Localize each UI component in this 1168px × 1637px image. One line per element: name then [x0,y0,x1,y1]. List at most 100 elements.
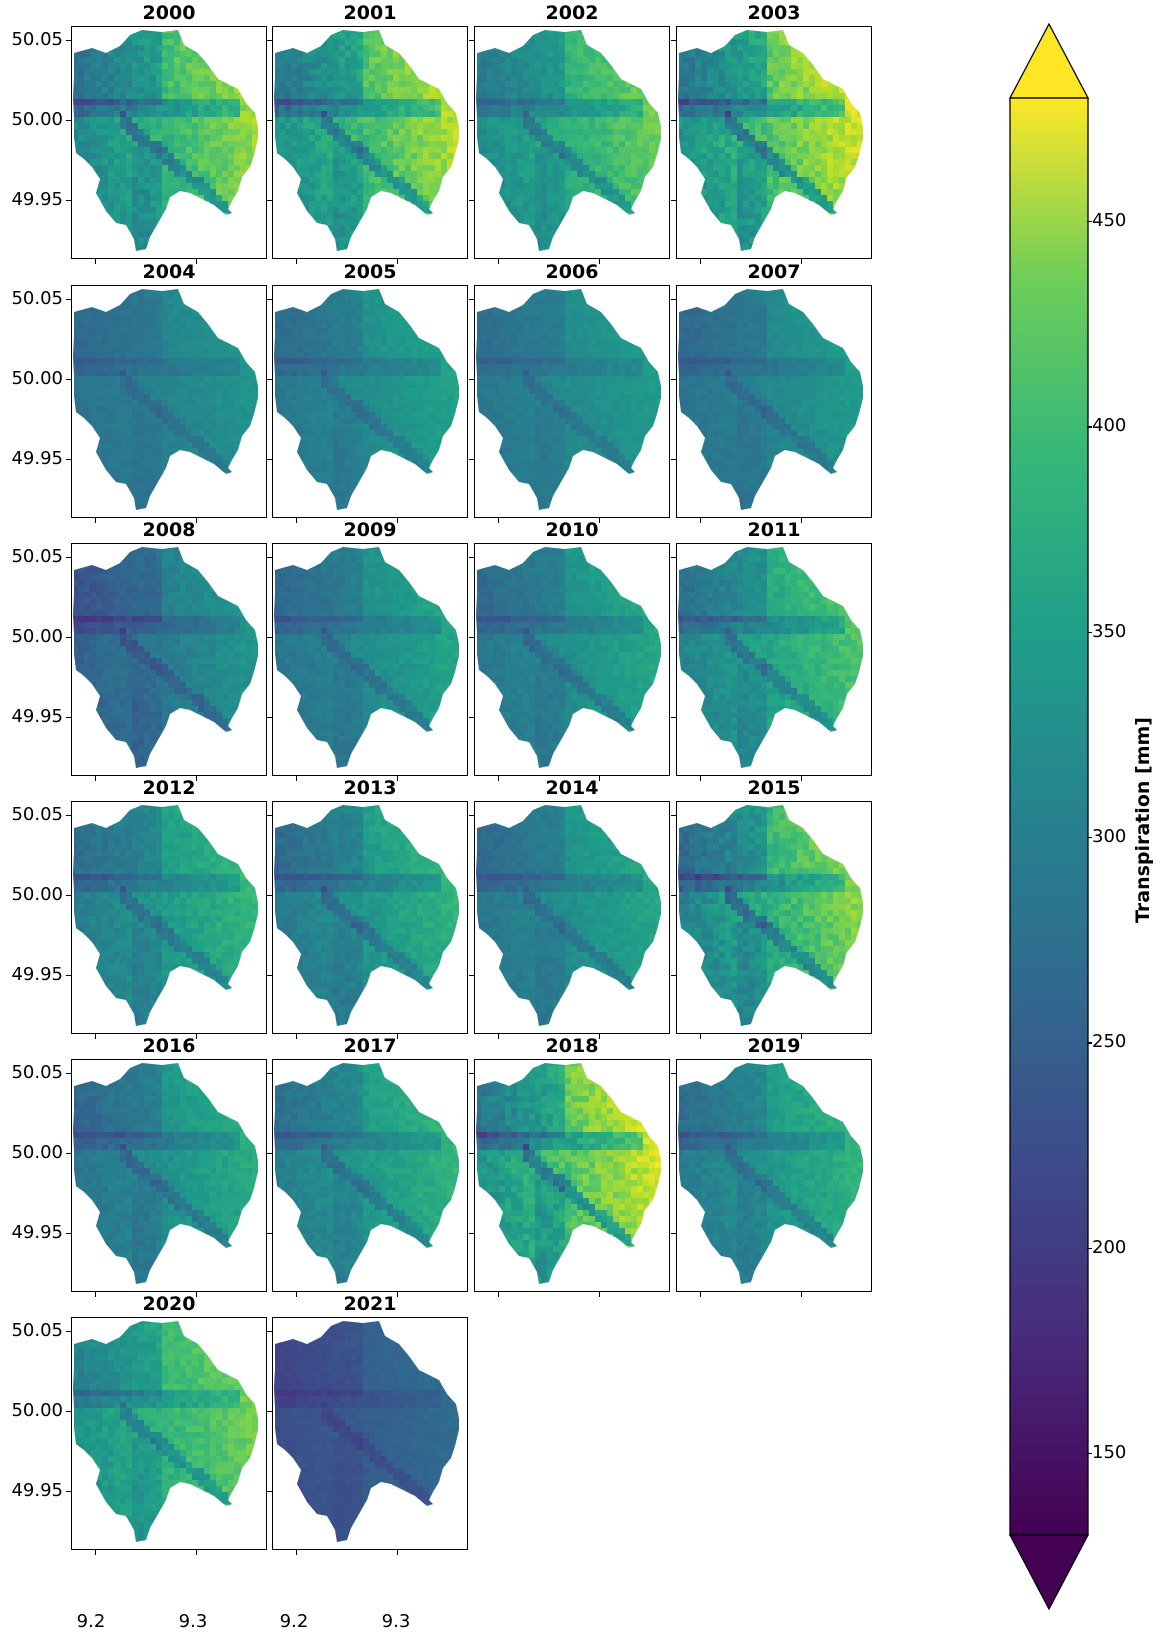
y-tick-mark [469,1073,474,1075]
y-tick-label: 50.00 [0,1144,63,1162]
y-tick-mark [267,120,272,122]
y-tick-mark [66,557,71,559]
map-panel-2004 [71,285,267,518]
transpiration-raster [476,30,661,251]
y-tick-label: 50.00 [0,628,63,646]
y-tick-mark [469,557,474,559]
colorbar-swatch [1008,22,1090,1611]
y-tick-mark [671,200,676,202]
y-tick-mark [267,200,272,202]
transpiration-raster [73,547,258,768]
y-tick-mark [66,200,71,202]
panel-title: 2012 [71,777,267,799]
y-tick-mark [469,717,474,719]
x-tick-mark [397,259,399,264]
y-tick-label: 50.00 [0,370,63,388]
y-tick-label: 50.05 [0,806,63,824]
transpiration-raster [476,1063,661,1284]
x-tick-mark [599,776,601,781]
x-tick-mark [196,1034,198,1039]
y-tick-mark [469,895,474,897]
colorbar-label: Transpiration [mm] [1132,717,1154,923]
y-tick-mark [469,1233,474,1235]
x-tick-mark [801,1292,803,1297]
colorbar-tick-label: 150 [1092,1443,1126,1462]
colorbar-tick-mark [1087,837,1092,839]
x-tick-mark [498,259,500,264]
panel-title: 2018 [474,1035,670,1057]
y-tick-mark [469,40,474,42]
transpiration-raster [73,289,258,510]
y-tick-mark [469,815,474,817]
colorbar-tick-mark [1087,1042,1092,1044]
transpiration-raster [274,30,459,251]
y-tick-mark [66,975,71,977]
y-tick-mark [66,1411,71,1413]
y-tick-label: 50.05 [0,1322,63,1340]
x-tick-mark [700,518,702,523]
x-tick-mark [196,1292,198,1297]
map-panel-2003 [676,26,872,259]
map-panel-2005 [272,285,468,518]
x-tick-mark [599,259,601,264]
panel-title: 2000 [71,2,267,24]
y-tick-label: 50.00 [0,1402,63,1420]
y-tick-mark [267,379,272,381]
transpiration-raster [678,1063,863,1284]
transpiration-raster [73,1063,258,1284]
x-tick-mark [196,259,198,264]
colorbar-tick-mark [1087,221,1092,223]
map-panel-2016 [71,1059,267,1292]
y-tick-mark [267,1331,272,1333]
colorbar-tick-label: 450 [1092,212,1126,230]
transpiration-raster [678,289,863,510]
panel-title: 2011 [676,519,872,541]
y-tick-mark [671,895,676,897]
colorbar-tick-label: 200 [1092,1238,1126,1257]
colorbar-tick-label: 250 [1092,1033,1126,1051]
panel-title: 2007 [676,261,872,283]
x-tick-mark [700,1034,702,1039]
panel-title: 2004 [71,261,267,283]
y-tick-mark [671,1073,676,1075]
x-tick-mark [397,1550,399,1555]
y-tick-mark [66,120,71,122]
transpiration-raster [476,289,661,510]
y-tick-label: 50.05 [0,548,63,566]
x-tick-mark [95,259,97,264]
y-tick-mark [469,637,474,639]
y-tick-mark [66,40,71,42]
map-panel-2000 [71,26,267,259]
y-tick-mark [671,1233,676,1235]
y-tick-label: 50.00 [0,111,63,129]
panel-title: 2002 [474,2,670,24]
x-tick-mark [296,776,298,781]
y-tick-mark [469,299,474,301]
x-tick-mark [196,776,198,781]
x-tick-mark [498,1034,500,1039]
y-tick-label: 49.95 [0,708,63,726]
y-tick-label: 49.95 [0,450,63,468]
panel-title: 2013 [272,777,468,799]
y-tick-mark [267,815,272,817]
y-tick-mark [671,717,676,719]
panel-title: 2019 [676,1035,872,1057]
map-panel-2010 [474,543,670,776]
y-tick-label: 49.95 [0,1224,63,1242]
y-tick-mark [671,120,676,122]
y-tick-mark [671,557,676,559]
panel-title: 2001 [272,2,468,24]
x-tick-mark [700,776,702,781]
x-tick-mark [296,1292,298,1297]
transpiration-raster [678,805,863,1026]
x-tick-mark [801,259,803,264]
y-tick-mark [66,717,71,719]
transpiration-raster [274,289,459,510]
y-tick-mark [469,459,474,461]
x-tick-mark [397,1292,399,1297]
y-tick-mark [267,637,272,639]
y-tick-mark [66,1491,71,1493]
x-tick-mark [801,776,803,781]
map-panel-2001 [272,26,468,259]
map-panel-2017 [272,1059,468,1292]
